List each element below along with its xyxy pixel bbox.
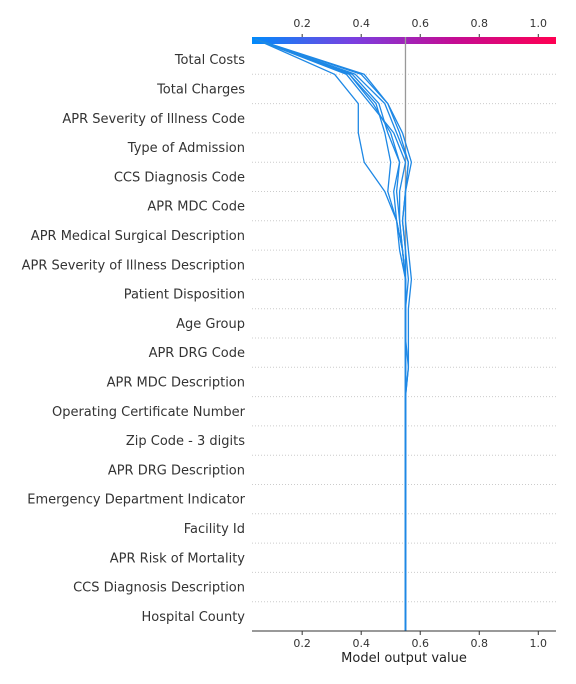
bottom-tick-label: 0.4 <box>352 637 370 650</box>
feature-label: CCS Diagnosis Description <box>73 581 245 596</box>
series-lines <box>254 38 413 631</box>
feature-label: Emergency Department Indicator <box>27 493 245 508</box>
x-axis-title: Model output value <box>341 651 467 666</box>
feature-label: APR MDC Description <box>107 375 245 390</box>
bottom-tick-label: 0.6 <box>411 637 429 650</box>
feature-label: APR MDC Code <box>147 200 245 215</box>
feature-label: Hospital County <box>142 610 246 625</box>
feature-label: APR Severity of Illness Description <box>22 258 245 273</box>
top-tick-label: 0.8 <box>471 17 489 30</box>
feature-label: APR Severity of Illness Code <box>62 112 245 127</box>
series-line-2 <box>254 38 407 631</box>
feature-label: APR Medical Surgical Description <box>31 229 245 244</box>
feature-label: Type of Admission <box>127 141 245 156</box>
top-tick-label: 0.2 <box>293 17 311 30</box>
bottom-axis: 0.2 0.4 0.6 0.8 1.0 <box>293 631 547 650</box>
bottom-tick-label: 0.2 <box>293 637 311 650</box>
feature-label: CCS Diagnosis Code <box>114 170 245 185</box>
feature-label: APR DRG Code <box>149 346 245 361</box>
series-line-8 <box>254 38 407 631</box>
series-line-5 <box>254 38 410 631</box>
bottom-tick-label: 0.8 <box>471 637 489 650</box>
top-tick-label: 0.4 <box>352 17 370 30</box>
feature-label: APR DRG Description <box>108 463 245 478</box>
top-axis: 0.2 0.4 0.6 0.8 1.0 <box>293 17 547 37</box>
feature-label: Facility Id <box>184 522 245 537</box>
top-tick-label: 0.6 <box>411 17 429 30</box>
feature-label: Age Group <box>176 317 245 332</box>
feature-label: Total Costs <box>174 53 245 68</box>
colorbar <box>252 37 556 44</box>
feature-label: Total Charges <box>156 82 245 97</box>
feature-label: Zip Code - 3 digits <box>126 434 245 449</box>
feature-label: Operating Certificate Number <box>52 405 246 420</box>
top-tick-label: 1.0 <box>530 17 548 30</box>
feature-label: APR Risk of Mortality <box>110 551 246 566</box>
feature-label: Patient Disposition <box>124 288 245 303</box>
bottom-tick-label: 1.0 <box>530 637 548 650</box>
feature-labels: Total Costs Total Charges APR Severity of … <box>22 53 246 625</box>
